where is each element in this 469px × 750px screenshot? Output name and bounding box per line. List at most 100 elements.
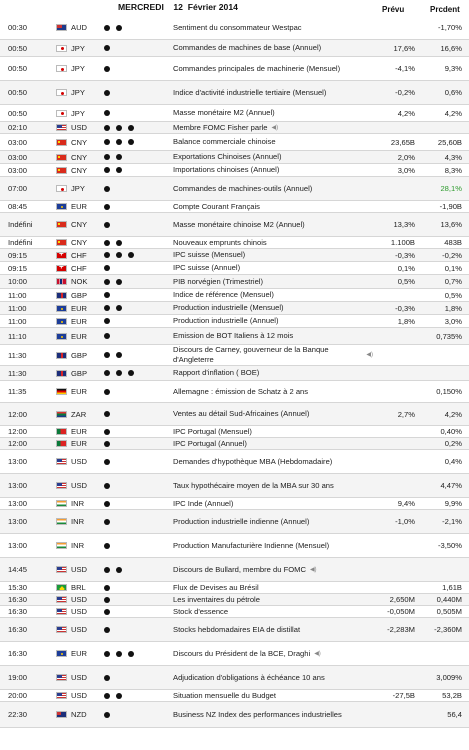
importance-indicator: [104, 164, 170, 176]
table-row[interactable]: 03:00 CNY Importations chinoises (Annuel) 3…: [0, 164, 469, 177]
table-row[interactable]: 11:00 EUR Production industrielle (Mensuel…: [0, 302, 469, 315]
event-name[interactable]: Nouveaux emprunts chinois: [173, 237, 373, 248]
event-name[interactable]: Taux hypothécaire moyen de la MBA sur 30…: [173, 474, 373, 497]
table-row[interactable]: 00:30 AUD Sentiment du consommateur Westpa…: [0, 16, 469, 40]
event-time-text: Indéfini: [8, 220, 33, 229]
event-name[interactable]: Emission de BOT Italiens à 12 mois: [173, 328, 373, 344]
event-name[interactable]: Demandes d'hypothèque MBA (Hebdomadaire): [173, 450, 373, 473]
table-row[interactable]: 16:30 EUR Discours du Président de la BCE,…: [0, 642, 469, 666]
event-name[interactable]: Masse monétaire M2 (Annuel): [173, 105, 373, 121]
event-name[interactable]: Ventes au détail Sud-Africaines (Annuel): [173, 403, 373, 425]
table-row[interactable]: 11:35 EUR Allemagne : émission de Schatz à…: [0, 381, 469, 403]
event-name[interactable]: PIB norvégien (Trimestriel): [173, 275, 373, 288]
table-row[interactable]: 09:15 CHF IPC suisse (Annuel) 0,1% 0,1%: [0, 262, 469, 275]
table-row[interactable]: 16:30 USD Stock d'essence -0,050M 0,505M: [0, 606, 469, 618]
table-row[interactable]: 00:50 JPY Commandes principales de machine…: [0, 57, 469, 81]
table-row[interactable]: Indéfini CNY Masse monétaire chinoise M2 (…: [0, 213, 469, 237]
event-name[interactable]: Masse monétaire chinoise M2 (Annuel): [173, 213, 373, 236]
column-header-precedent[interactable]: Prcdent: [430, 5, 460, 14]
currency-code-text: JPY: [71, 64, 85, 73]
event-name[interactable]: Flux de Devises au Brésil: [173, 582, 373, 593]
event-name[interactable]: Commandes de machines-outils (Annuel): [173, 177, 373, 200]
table-row[interactable]: 20:00 USD Situation mensuelle du Budget -27…: [0, 690, 469, 702]
event-name[interactable]: Discours du Président de la BCE, Draghi ◀…: [173, 642, 373, 665]
table-row[interactable]: 10:00 NOK PIB norvégien (Trimestriel) 0,5% 0…: [0, 275, 469, 289]
speaker-icon[interactable]: ◀): [366, 352, 373, 358]
event-name[interactable]: IPC suisse (Annuel): [173, 262, 373, 274]
event-name[interactable]: Indice de référence (Mensuel): [173, 289, 373, 301]
event-name-text: Commandes principales de machinerie (Men…: [173, 63, 341, 73]
table-row[interactable]: 11:30 GBP Discours de Carney, gouverneur d…: [0, 345, 469, 366]
event-name[interactable]: Business NZ Index des performances indus…: [173, 702, 373, 727]
table-row[interactable]: 13:00 INR Production Manufacturière Indien…: [0, 534, 469, 558]
speaker-icon[interactable]: ◀): [314, 650, 321, 657]
event-name[interactable]: Sentiment du consommateur Westpac: [173, 16, 373, 39]
event-time-text: 15:30: [8, 583, 28, 592]
table-row[interactable]: 15:30 BRL Flux de Devises au Brésil 1,61B: [0, 582, 469, 594]
table-row[interactable]: 13:00 INR Production industrielle indienne…: [0, 510, 469, 534]
table-row[interactable]: 00:50 JPY Indice d'activité industrielle t…: [0, 81, 469, 105]
table-row[interactable]: 16:30 USD Les inventaires du pétrole 2,650M…: [0, 594, 469, 606]
event-name[interactable]: Commandes principales de machinerie (Men…: [173, 57, 373, 80]
currency-code: USD: [71, 618, 101, 641]
table-row[interactable]: 11:30 GBP Rapport d'inflation ( BOE): [0, 366, 469, 381]
table-row[interactable]: 03:00 CNY Balance commerciale chinoise 23,6…: [0, 134, 469, 151]
table-row[interactable]: 12:00 ZAR Ventes au détail Sud-Africaines …: [0, 403, 469, 426]
event-name[interactable]: Les inventaires du pétrole: [173, 594, 373, 605]
event-name[interactable]: Commandes de machines de base (Annuel): [173, 40, 373, 56]
event-name[interactable]: IPC Inde (Annuel): [173, 498, 373, 509]
table-row[interactable]: 14:45 USD Discours de Bullard, membre du F…: [0, 558, 469, 582]
event-name[interactable]: IPC Portugal (Mensuel): [173, 426, 373, 437]
prevu-value-text: 2,650M: [389, 595, 415, 604]
event-name[interactable]: Stocks hebdomadaires EIA de distillat: [173, 618, 373, 641]
table-row[interactable]: 13:00 INR IPC Inde (Annuel) 9,4% 9,9%: [0, 498, 469, 510]
speaker-icon[interactable]: ◀): [271, 124, 279, 131]
event-name[interactable]: Rapport d'inflation ( BOE): [173, 366, 373, 380]
event-name[interactable]: Stock d'essence: [173, 606, 373, 617]
event-name[interactable]: IPC suisse (Mensuel): [173, 249, 373, 261]
table-row[interactable]: 13:00 USD Taux hypothécaire moyen de la MB…: [0, 474, 469, 498]
event-name[interactable]: Exportations Chinoises (Annuel): [173, 151, 373, 163]
speaker-icon[interactable]: ◀): [309, 566, 317, 573]
table-row[interactable]: 03:00 CNY Exportations Chinoises (Annuel) 2…: [0, 151, 469, 164]
table-row[interactable]: 12:00 EUR IPC Portugal (Annuel) 0,2%: [0, 438, 469, 450]
importance-indicator: [104, 618, 170, 641]
table-row[interactable]: 16:30 USD Stocks hebdomadaires EIA de dist…: [0, 618, 469, 642]
table-row[interactable]: 00:50 JPY Commandes de machines de base (A…: [0, 40, 469, 57]
table-row[interactable]: 00:50 JPY Masse monétaire M2 (Annuel) 4,2% 4…: [0, 105, 469, 122]
importance-indicator: [104, 594, 170, 605]
table-row[interactable]: 07:00 JPY Commandes de machines-outils (An…: [0, 177, 469, 201]
table-row[interactable]: Indéfini CNY Nouveaux emprunts chinois 1.10…: [0, 237, 469, 249]
event-name[interactable]: Situation mensuelle du Budget: [173, 690, 373, 701]
event-time-text: 00:50: [8, 64, 28, 73]
event-time: 15:30: [8, 582, 50, 593]
event-name[interactable]: Discours de Carney, gouverneur de la Ban…: [173, 345, 373, 365]
event-name[interactable]: IPC Portugal (Annuel): [173, 438, 373, 449]
event-name[interactable]: Production industrielle (Mensuel): [173, 302, 373, 314]
event-name[interactable]: Production industrielle indienne (Annuel…: [173, 510, 373, 533]
column-header-prevu[interactable]: Prévu: [382, 5, 405, 14]
event-name[interactable]: Compte Courant Français: [173, 201, 373, 212]
table-row[interactable]: 19:00 USD Adjudication d'obligations à éch…: [0, 666, 469, 690]
event-name[interactable]: Indice d'activité industrielle tertiaire…: [173, 81, 373, 104]
table-row[interactable]: 08:45 EUR Compte Courant Français -1,90B: [0, 201, 469, 213]
table-row[interactable]: 12:00 EUR IPC Portugal (Mensuel) 0,40%: [0, 426, 469, 438]
table-row[interactable]: 09:15 CHF IPC suisse (Mensuel) -0,3% -0,2%: [0, 249, 469, 262]
event-name[interactable]: Discours de Bullard, membre du FOMC ◀): [173, 558, 373, 581]
table-row[interactable]: 11:00 EUR Production industrielle (Annuel)…: [0, 315, 469, 328]
table-row[interactable]: 13:00 USD Demandes d'hypothèque MBA (Hebdo…: [0, 450, 469, 474]
table-row[interactable]: 22:30 NZD Business NZ Index des performanc…: [0, 702, 469, 728]
table-row[interactable]: 11:00 GBP Indice de référence (Mensuel) 0,5…: [0, 289, 469, 302]
event-name[interactable]: Adjudication d'obligations à échéance 10…: [173, 666, 373, 689]
event-name[interactable]: Membre FOMC Fisher parle ◀): [173, 122, 373, 133]
table-row[interactable]: 11:10 EUR Emission de BOT Italiens à 12 mo…: [0, 328, 469, 345]
event-name[interactable]: Production industrielle (Annuel): [173, 315, 373, 327]
table-row[interactable]: 02:10 USD Membre FOMC Fisher parle ◀): [0, 122, 469, 134]
event-name[interactable]: Importations chinoises (Annuel): [173, 164, 373, 176]
country-flag-cell: [56, 105, 68, 121]
importance-dot-icon: [104, 518, 110, 525]
event-name[interactable]: Production Manufacturière Indienne (Mens…: [173, 534, 373, 557]
precedent-value: -2,360M: [418, 618, 462, 641]
event-name[interactable]: Allemagne : émission de Schatz à 2 ans: [173, 381, 373, 402]
event-name[interactable]: Balance commerciale chinoise: [173, 134, 373, 150]
